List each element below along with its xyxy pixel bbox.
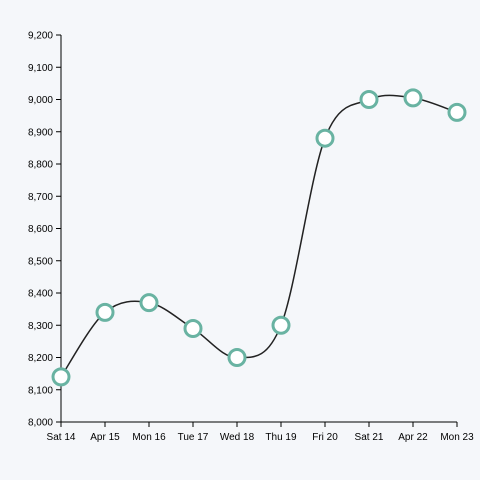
y-tick-label: 9,100 xyxy=(28,63,53,74)
data-point-5 xyxy=(227,348,247,367)
data-point-2 xyxy=(95,302,115,322)
y-tick-label: 9,000 xyxy=(28,95,53,106)
x-tick-label: Sat 14 xyxy=(47,432,76,443)
x-tick-label: Thu 19 xyxy=(265,432,297,443)
data-point-1 xyxy=(51,367,71,387)
data-point-3 xyxy=(139,293,159,313)
data-point-6 xyxy=(271,315,291,335)
y-tick-label: 8,300 xyxy=(28,321,53,332)
y-tick-label: 8,100 xyxy=(28,385,53,396)
data-point-9 xyxy=(403,88,423,108)
x-tick-label: Mon 23 xyxy=(440,432,474,443)
y-tick-label: 8,000 xyxy=(28,418,53,429)
y-tick-label: 8,400 xyxy=(28,289,53,300)
y-tick-label: 8,800 xyxy=(28,160,53,171)
data-point-10 xyxy=(447,102,467,122)
data-points xyxy=(51,88,467,387)
x-tick-label: Mon 16 xyxy=(132,432,166,443)
x-tick-label: Sat 21 xyxy=(355,432,384,443)
y-tick-label: 8,500 xyxy=(28,256,53,267)
y-tick-label: 9,200 xyxy=(28,31,53,42)
x-axis: Sat 14 Apr 15 Mon 16 Tue 17 Wed 18 Thu 19 Fri … xyxy=(47,421,474,443)
x-tick-label: Apr 22 xyxy=(398,432,428,443)
y-tick-label: 8,900 xyxy=(28,127,53,138)
series-line xyxy=(60,94,458,378)
y-axis: 8,000 8,100 8,200 8,300 8,400 8,500 8,600 8,700… xyxy=(28,31,62,429)
data-point-8 xyxy=(359,90,379,109)
y-tick-label: 8,600 xyxy=(28,224,53,235)
x-tick-label: Apr 15 xyxy=(90,432,120,443)
y-tick-label: 8,200 xyxy=(28,353,53,364)
x-tick-label: Fri 20 xyxy=(312,432,338,443)
data-point-7 xyxy=(315,128,335,148)
x-tick-label: Wed 18 xyxy=(220,432,255,443)
x-tick-label: Tue 17 xyxy=(178,432,209,443)
y-tick-label: 8,700 xyxy=(28,192,53,203)
data-point-4 xyxy=(183,318,203,338)
